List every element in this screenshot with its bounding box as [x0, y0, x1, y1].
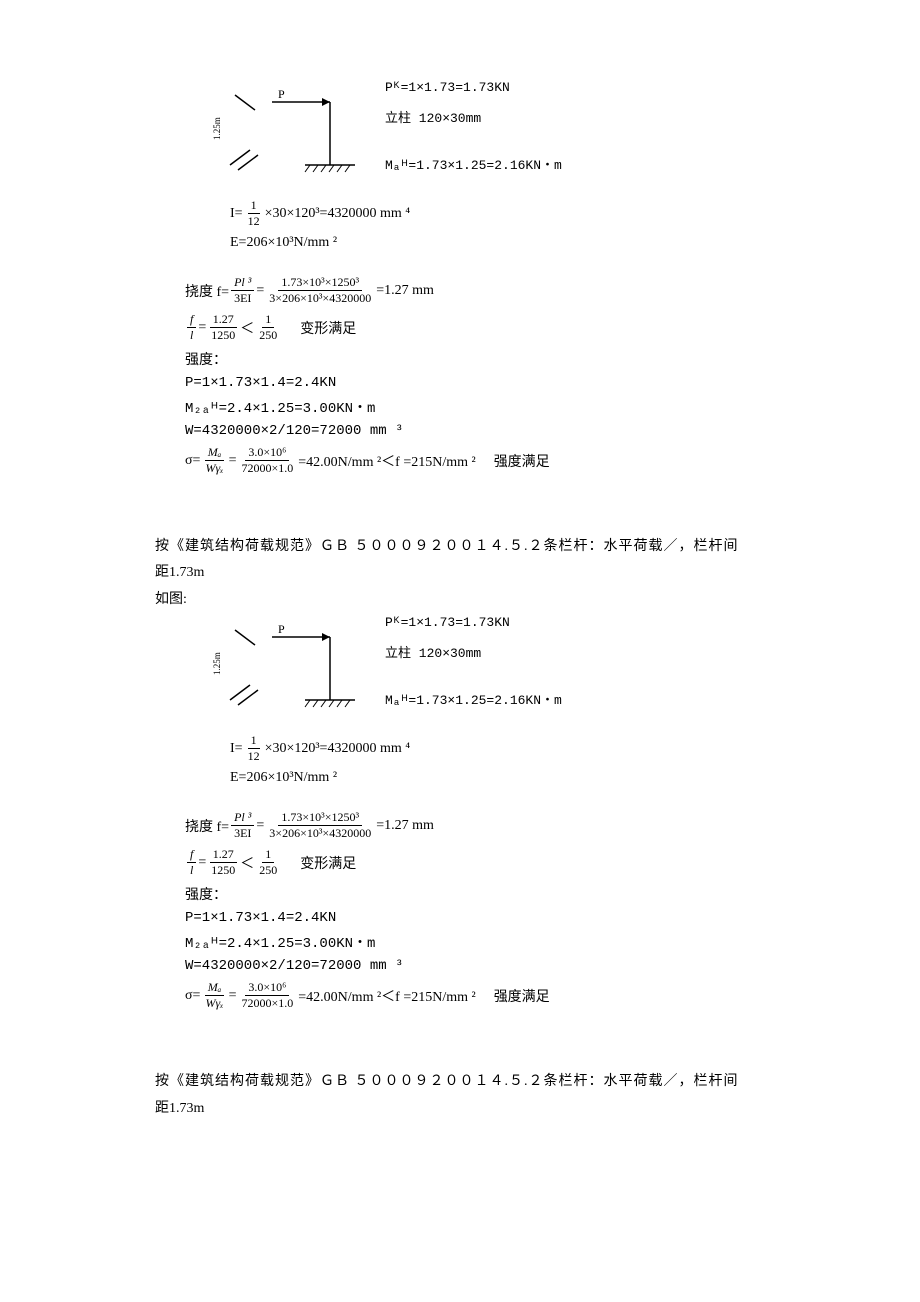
i-prefix: I=	[230, 206, 243, 222]
diagram-annotations: Pᴷ=1×1.73=1.73KN 立柱 120×30mm Mₐᴴ=1.73×1.…	[385, 80, 562, 190]
cantilever-diagram-2: P 1.25m	[210, 615, 355, 725]
calculation-block-2: P 1.25m Pᴷ=1×1.73=1.73KN 立柱 120×30mm Mₐᴴ…	[155, 615, 765, 1011]
column-spec-2: 立柱 120×30mm	[385, 642, 562, 661]
strength-label: 强度：	[185, 349, 765, 369]
para1-l2: 距1.73m	[155, 562, 765, 584]
pk-value: Pᴷ=1×1.73=1.73KN	[385, 80, 562, 95]
frac-sigma2: 3.0×10⁶72000×1.0	[239, 445, 297, 476]
para2-l1: 按《建筑结构荷载规范》ＧＢ ５０００９２００１４.５.２条栏杆：水平荷载／，栏杆…	[155, 1071, 765, 1093]
frac-deflection-calc: 1.73×10³×1250³3×206×10³×4320000	[266, 275, 374, 306]
frac-limit: 1250	[256, 312, 280, 343]
strength-label-2: 强度：	[185, 884, 765, 904]
i-rest: ×30×120³=4320000 mm ⁴	[265, 206, 411, 222]
ratio-check-2: fl = 1.271250 ＜ 1250 变形满足	[185, 847, 765, 878]
frac-1-12: 112	[245, 198, 263, 229]
frac-pl3: Pl ³3EI	[231, 275, 254, 306]
p-label: P	[278, 87, 285, 101]
e-modulus: E=206×10³N/mm ²	[230, 235, 765, 251]
diagram-row-2: P 1.25m Pᴷ=1×1.73=1.73KN 立柱 120×30mm Mₐᴴ…	[210, 615, 765, 725]
svg-text:1.25m: 1.25m	[212, 652, 222, 675]
inertia-formula-2: I= 112 ×30×120³=4320000 mm ⁴	[230, 733, 765, 764]
diagram-annotations-2: Pᴷ=1×1.73=1.73KN 立柱 120×30mm Mₐᴴ=1.73×1.…	[385, 615, 562, 725]
moment-value-2: Mₐᴴ=1.73×1.25=2.16KN・m	[385, 689, 562, 708]
deflection-result: =1.27 mm	[376, 283, 434, 299]
height-label: 1.25m	[212, 117, 222, 140]
paragraph-1: 按《建筑结构荷载规范》ＧＢ ５０００９２００１４.５.２条栏杆：水平荷载／，栏杆…	[155, 536, 765, 611]
p-factored-2: P=1×1.73×1.4=2.4KN	[185, 910, 765, 926]
para2-l2: 距1.73m	[155, 1098, 765, 1120]
deflection-formula-2: 挠度 f= Pl ³3EI = 1.73×10³×1250³3×206×10³×…	[185, 810, 765, 841]
paragraph-2: 按《建筑结构荷载规范》ＧＢ ５０００９２００１４.５.２条栏杆：水平荷载／，栏杆…	[155, 1071, 765, 1120]
e-modulus-2: E=206×10³N/mm ²	[230, 770, 765, 786]
para1-l3: 如图:	[155, 589, 765, 611]
frac-fl: fl	[187, 312, 196, 343]
para1-l1: 按《建筑结构荷载规范》ＧＢ ５０００９２００１４.５.２条栏杆：水平荷载／，栏杆…	[155, 536, 765, 558]
p-factored: P=1×1.73×1.4=2.4KN	[185, 375, 765, 391]
stress-check: σ= MₐWγₓ = 3.0×10⁶72000×1.0 =42.00N/mm ²…	[185, 445, 765, 476]
column-spec: 立柱 120×30mm	[385, 107, 562, 126]
deflection-formula: 挠度 f= Pl ³3EI = 1.73×10³×1250³3×206×10³×…	[185, 275, 765, 306]
w-value-2: W=4320000×2/120=72000 mm ³	[185, 958, 765, 974]
deformation-ok: 变形满足	[300, 318, 356, 338]
deflection-label: 挠度 f=	[185, 281, 229, 301]
m2-value: M₂ₐᴴ=2.4×1.25=3.00KN・m	[185, 397, 765, 417]
inertia-formula: I= 112 ×30×120³=4320000 mm ⁴	[230, 198, 765, 229]
ratio-check: fl = 1.271250 ＜ 1250 变形满足	[185, 312, 765, 343]
cantilever-diagram: P 1.25m	[210, 80, 355, 190]
pk-value-2: Pᴷ=1×1.73=1.73KN	[385, 615, 562, 630]
w-value: W=4320000×2/120=72000 mm ³	[185, 423, 765, 439]
m2-value-2: M₂ₐᴴ=2.4×1.25=3.00KN・m	[185, 932, 765, 952]
calculation-block-1: P 1.25m Pᴷ=1×1.73=1.73KN 立柱 120×30mm Mₐᴴ…	[155, 80, 765, 476]
stress-check-2: σ= MₐWγₓ = 3.0×10⁶72000×1.0 =42.00N/mm ²…	[185, 980, 765, 1011]
diagram-row: P 1.25m Pᴷ=1×1.73=1.73KN 立柱 120×30mm Mₐᴴ…	[210, 80, 765, 190]
frac-ratio1: 1.271250	[208, 312, 238, 343]
frac-sigma1: MₐWγₓ	[202, 445, 226, 476]
stress-result: =42.00N/mm ²＜f =215N/mm ²	[298, 451, 475, 471]
strength-ok: 强度满足	[494, 451, 550, 471]
svg-text:P: P	[278, 622, 285, 636]
moment-value: Mₐᴴ=1.73×1.25=2.16KN・m	[385, 154, 562, 173]
